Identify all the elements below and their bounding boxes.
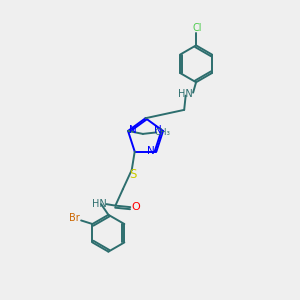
Text: S: S	[129, 168, 137, 181]
Text: CH₃: CH₃	[155, 128, 171, 136]
Text: N: N	[154, 125, 162, 135]
Text: HN: HN	[178, 88, 193, 98]
Text: HN: HN	[92, 199, 107, 209]
Text: Br: Br	[69, 213, 80, 223]
Text: N: N	[147, 146, 155, 156]
Text: Cl: Cl	[193, 23, 202, 33]
Text: O: O	[132, 202, 141, 212]
Text: N: N	[129, 125, 137, 135]
